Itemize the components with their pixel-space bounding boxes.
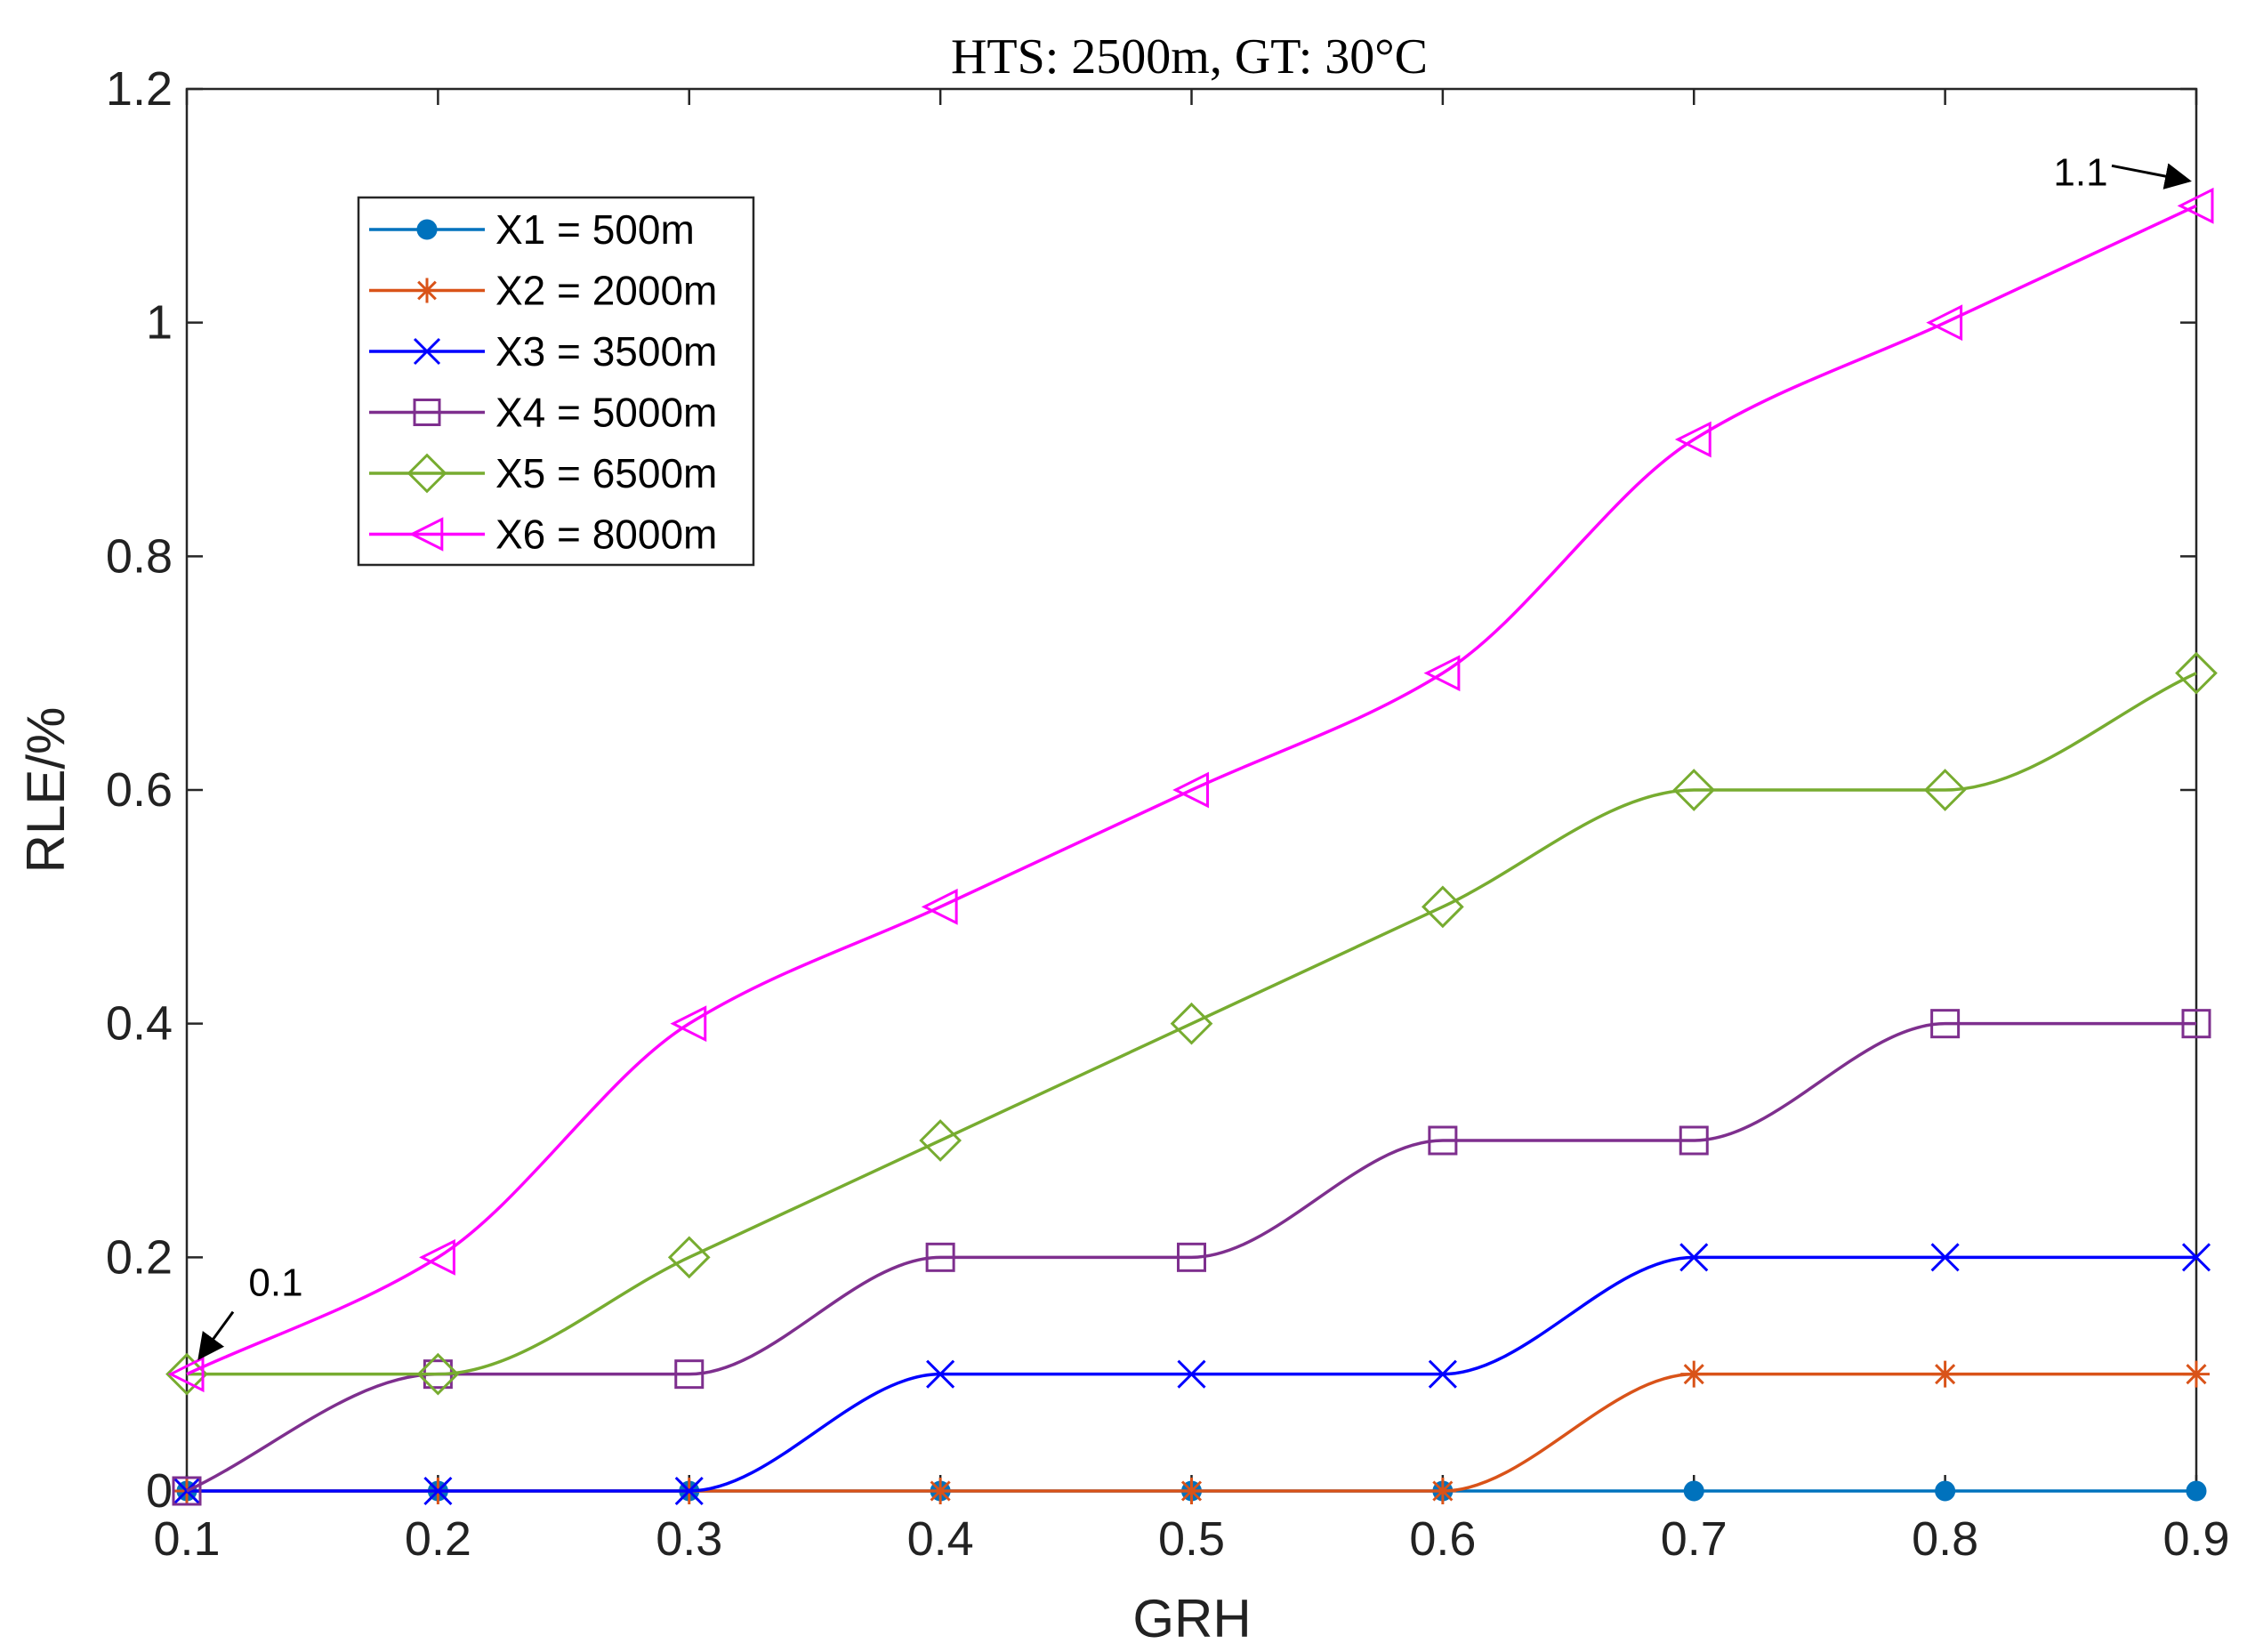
- data-point-asterisk: [927, 1478, 954, 1504]
- legend-item: X2 = 2000m: [369, 268, 717, 314]
- data-point-triangle-left: [2177, 187, 2214, 224]
- y-tick-label: 0: [146, 1464, 173, 1518]
- data-point-square: [1679, 1125, 1709, 1156]
- y-tick-label: 0.2: [106, 1230, 173, 1284]
- annotation-label: 1.1: [2053, 150, 2107, 194]
- x-tick-label: 0.8: [1912, 1512, 1978, 1566]
- data-point-diamond: [1421, 885, 1464, 929]
- series-4: [172, 1009, 2211, 1506]
- legend-item: X5 = 6500m: [369, 450, 717, 496]
- series-2: [173, 1360, 2210, 1504]
- data-point-diamond: [2175, 651, 2218, 695]
- y-axis-label: RLE/%: [16, 707, 76, 874]
- data-point-square: [925, 1242, 955, 1272]
- data-point-triangle-left: [1926, 304, 1963, 342]
- data-point-cross: [1177, 1359, 1206, 1389]
- data-point-square: [1428, 1125, 1458, 1156]
- data-point-cross: [1930, 1243, 1960, 1272]
- legend-item: X1 = 500m: [369, 206, 695, 253]
- x-tick-label: 0.9: [2162, 1512, 2229, 1566]
- data-point-triangle-left: [167, 1356, 205, 1393]
- y-tick-label: 1: [146, 296, 173, 350]
- data-point-triangle-left: [921, 888, 958, 925]
- data-point-asterisk: [1931, 1360, 1959, 1388]
- x-tick-label: 0.4: [907, 1512, 974, 1566]
- annotations: 0.1 1.1: [197, 150, 2192, 1361]
- series-line: [186, 204, 2197, 1376]
- series-line: [186, 1021, 2197, 1493]
- data-point-cross: [413, 337, 441, 366]
- data-point-diamond: [407, 453, 447, 494]
- x-tick-label: 0.3: [656, 1512, 722, 1566]
- data-point-dot: [1935, 1480, 1956, 1502]
- annotation-arrow: [197, 1310, 235, 1361]
- legend-label: X4 = 5000m: [495, 390, 717, 436]
- legend-item: X6 = 8000m: [369, 512, 717, 558]
- data-point-dot: [416, 219, 438, 240]
- data-point-cross: [674, 1476, 704, 1506]
- data-point-asterisk: [415, 278, 439, 303]
- x-tick-label: 0.1: [153, 1512, 220, 1566]
- data-point-cross: [1679, 1243, 1709, 1272]
- series-line: [187, 1372, 2196, 1493]
- data-point-dot: [1683, 1480, 1704, 1502]
- data-point-square: [1930, 1009, 1961, 1039]
- series-line: [187, 672, 2197, 1376]
- legend-box: [357, 196, 755, 567]
- data-point-square: [1177, 1242, 1206, 1272]
- data-point-dot: [2186, 1480, 2207, 1502]
- data-point-square: [674, 1359, 705, 1390]
- annotation-label: 0.1: [248, 1261, 302, 1305]
- data-point-diamond: [1170, 1002, 1213, 1045]
- data-point-asterisk: [1429, 1478, 1456, 1504]
- data-point-cross: [423, 1476, 453, 1506]
- legend-label: X5 = 6500m: [495, 450, 717, 496]
- legend-label: X6 = 8000m: [495, 512, 717, 558]
- legend-label: X3 = 3500m: [495, 328, 717, 375]
- annotation-arrow: [2111, 163, 2192, 189]
- data-point-triangle-left: [1674, 421, 1711, 458]
- data-point-cross: [2181, 1243, 2211, 1272]
- data-point-asterisk: [1680, 1360, 1708, 1388]
- data-point-diamond: [1672, 769, 1716, 811]
- axis-ticks: 0.1 0.2 0.3 0.4 0.5 0.6 0.7 0.8 0.9 0 0.2 0.4 0.6 0.8…: [106, 62, 2230, 1566]
- x-tick-label: 0.6: [1409, 1512, 1476, 1566]
- series-6: [167, 187, 2214, 1393]
- data-point-triangle-left: [1423, 655, 1461, 692]
- legend-label: X1 = 500m: [495, 206, 695, 253]
- data-point-diamond: [667, 1236, 711, 1279]
- y-tick-label: 1.2: [106, 62, 173, 116]
- x-axis-label: GRH: [1132, 1589, 1251, 1648]
- data-point-asterisk: [2183, 1360, 2210, 1388]
- legend-item: X3 = 3500m: [369, 328, 717, 375]
- data-point-square: [413, 399, 441, 426]
- series-3: [172, 1243, 2211, 1506]
- data-point-diamond: [919, 1119, 962, 1162]
- y-tick-label: 0.8: [106, 529, 173, 583]
- series-5: [165, 651, 2218, 1396]
- y-tick-label: 0.6: [106, 763, 173, 817]
- legend: X1 = 500m X2 = 2000m X3 = 3500m X4 = 5000m X…: [357, 196, 755, 567]
- data-point-diamond: [1923, 769, 1967, 811]
- data-point-diamond: [416, 1352, 460, 1396]
- data-point-triangle-left: [419, 1238, 455, 1276]
- legend-item: X4 = 5000m: [369, 390, 717, 436]
- x-tick-label: 0.2: [405, 1512, 471, 1566]
- data-point-square: [2181, 1009, 2211, 1039]
- x-tick-label: 0.5: [1158, 1512, 1225, 1566]
- data-point-triangle-left: [1172, 771, 1209, 809]
- y-tick-label: 0.4: [106, 997, 173, 1051]
- legend-label: X2 = 2000m: [495, 268, 717, 314]
- data-point-cross: [926, 1359, 955, 1389]
- data-point-asterisk: [1178, 1478, 1205, 1504]
- data-point-cross: [1428, 1359, 1457, 1389]
- data-point-square: [172, 1476, 202, 1506]
- data-point-triangle-left: [670, 1005, 707, 1043]
- chart-title: HTS: 2500m, GT: 30°C: [951, 29, 1428, 85]
- data-point-triangle-left: [408, 517, 444, 552]
- x-tick-label: 0.7: [1661, 1512, 1728, 1566]
- series-lines: [165, 187, 2218, 1506]
